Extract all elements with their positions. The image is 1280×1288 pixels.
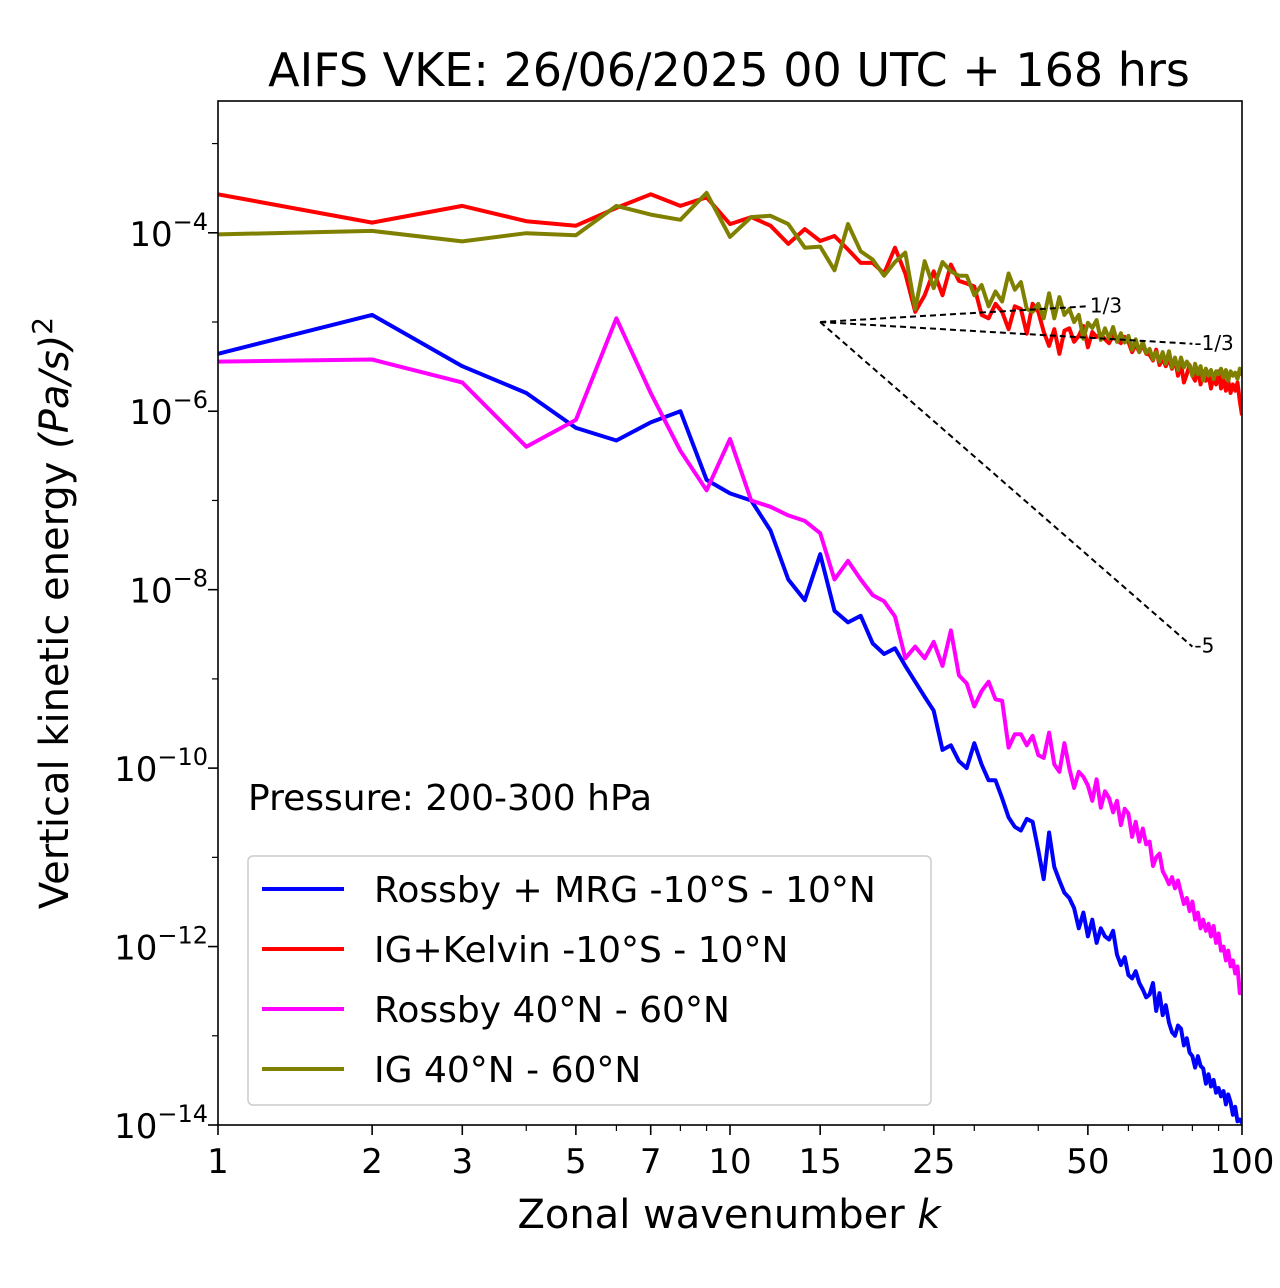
x-tick-label: 10 [708,1142,751,1182]
legend-label-1: Rossby + MRG -10°S - 10°N [374,870,876,911]
x-axis-label-text: Zonal wavenumber [517,1192,905,1238]
x-axis-label-variable: k [917,1192,942,1238]
x-tick-label: 5 [565,1142,587,1182]
x-tick-label: 15 [799,1142,842,1182]
x-tick-label: 7 [640,1142,662,1182]
y-axis-label-exponent: 2 [26,317,59,335]
reference-line-1 [820,305,1088,324]
y-axis-ticks: 10−4 10−6 10−8 10−10 10−12 10−14 [114,142,218,1147]
y-axis-label-unit: (Pa/s) [32,335,78,449]
x-axis-ticks: 1 2 3 5 7 10 15 25 50 100 [207,1125,1274,1182]
y-tick-label: 10−4 [129,208,208,255]
x-tick-label: 50 [1066,1142,1109,1182]
legend-label-2: IG+Kelvin -10°S - 10°N [374,930,788,971]
reference-line-label-1: 1/3 [1090,293,1122,317]
reference-line-2 [820,321,1193,345]
y-tick-label: 10−8 [129,565,208,612]
y-tick-label: 10−6 [129,386,208,433]
reference-line-label-2: -1/3 [1194,331,1233,355]
series-line-1 [218,312,1242,1125]
chart-title: AIFS VKE: 26/06/2025 00 UTC + 168 hrs [268,43,1190,97]
series-line-2 [218,192,1242,416]
x-tick-label: 3 [451,1142,473,1182]
x-tick-label: 2 [361,1142,383,1182]
reference-lines: 1/3 -1/3 -5 [819,293,1234,658]
y-tick-label: 10−14 [114,1100,208,1147]
legend-label-3: Rossby 40°N - 60°N [374,990,730,1031]
y-tick-label: 10−12 [114,922,208,969]
y-tick-label: 10−10 [114,743,208,790]
x-tick-label: 1 [207,1142,229,1182]
x-tick-label: 25 [912,1142,955,1182]
x-tick-label: 100 [1210,1142,1275,1182]
legend: Rossby + MRG -10°S - 10°N IG+Kelvin -10°S… [247,855,932,1106]
y-axis-label-text: Vertical kinetic energy [32,462,78,910]
reference-line-label-3: -5 [1194,634,1214,658]
legend-items: Rossby + MRG -10°S - 10°N IG+Kelvin -10°S… [262,870,876,1091]
series-layer [218,190,1242,1125]
reference-line-3 [819,321,1194,648]
legend-label-4: IG 40°N - 60°N [374,1050,641,1091]
series-line-3 [218,316,1242,996]
legend-box [247,855,932,1106]
y-axis-label: Vertical kinetic energy (Pa/s)2 [26,317,78,909]
series-line-4 [218,190,1242,383]
pressure-annotation: Pressure: 200-300 hPa [248,778,652,819]
x-axis-label: Zonal wavenumber k [517,1192,942,1238]
